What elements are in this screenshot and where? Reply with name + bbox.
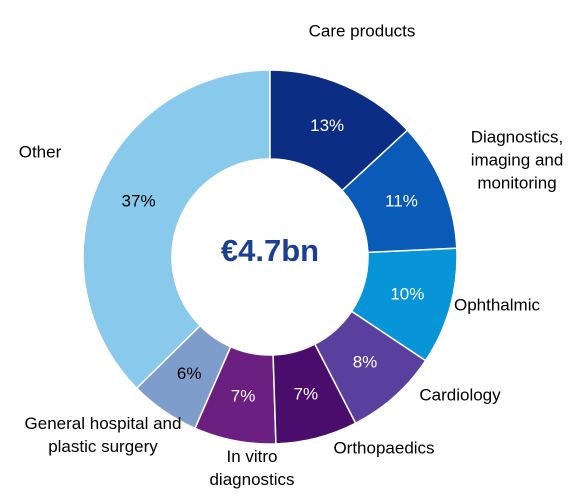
- value-label: 7%: [231, 386, 256, 405]
- donut-slice: [350, 247, 458, 362]
- donut-slice: [135, 324, 232, 430]
- value-label: 10%: [390, 284, 424, 303]
- value-label: 37%: [122, 191, 156, 210]
- donut-slice: [340, 129, 458, 254]
- donut-slice: [313, 310, 427, 425]
- category-label: Ophthalmic: [454, 295, 540, 315]
- donut-slice: [269, 69, 409, 192]
- value-label: 11%: [385, 191, 418, 210]
- category-label: Care products: [308, 21, 416, 41]
- category-label: Orthopaedics: [333, 438, 435, 458]
- category-label: General hospital and plastic surgery: [24, 414, 182, 456]
- value-label: 8%: [353, 353, 378, 372]
- donut-slice: [82, 69, 271, 390]
- category-label: Other: [18, 142, 62, 162]
- category-label: In vitro diagnostics: [209, 447, 295, 489]
- category-label: Diagnostics, imaging and monitoring: [470, 127, 564, 193]
- category-label: Cardiology: [419, 385, 501, 405]
- value-label: 13%: [310, 116, 344, 135]
- center-label: €4.7bn: [221, 233, 319, 268]
- donut-slice: [272, 343, 357, 445]
- value-label: 7%: [293, 384, 318, 403]
- donut-slice: [194, 345, 277, 445]
- value-label: 6%: [177, 364, 202, 383]
